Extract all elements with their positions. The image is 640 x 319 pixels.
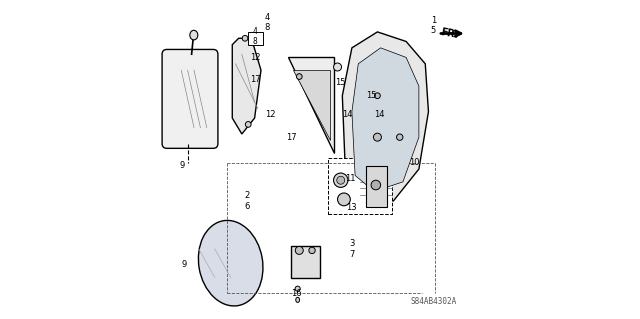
Polygon shape [232, 38, 261, 134]
Ellipse shape [295, 246, 303, 255]
Text: 9: 9 [182, 260, 187, 269]
Text: 9: 9 [179, 161, 185, 170]
Text: 10: 10 [409, 158, 419, 167]
Text: FR.: FR. [440, 27, 459, 40]
Ellipse shape [190, 30, 198, 40]
Ellipse shape [296, 74, 302, 79]
Ellipse shape [397, 134, 403, 140]
Ellipse shape [295, 286, 300, 291]
Bar [291, 246, 320, 278]
Bar [366, 166, 387, 207]
Text: 4
8: 4 8 [253, 27, 258, 46]
Polygon shape [342, 32, 428, 207]
Ellipse shape [309, 247, 316, 254]
Ellipse shape [333, 63, 342, 71]
Text: 15: 15 [335, 78, 346, 87]
Bar [248, 32, 262, 45]
Text: 12: 12 [250, 53, 260, 62]
Text: 16: 16 [291, 289, 301, 298]
Text: 17: 17 [250, 75, 260, 84]
Polygon shape [293, 70, 330, 140]
Text: 14: 14 [374, 110, 384, 119]
Polygon shape [288, 57, 334, 153]
Text: 4
8: 4 8 [265, 13, 270, 32]
Text: 14: 14 [342, 110, 353, 119]
Ellipse shape [333, 173, 348, 188]
Ellipse shape [371, 180, 381, 190]
Ellipse shape [296, 297, 300, 302]
FancyBboxPatch shape [162, 49, 218, 148]
Ellipse shape [245, 122, 251, 127]
Bar [328, 158, 392, 214]
Text: 13: 13 [347, 203, 357, 212]
Ellipse shape [242, 35, 248, 41]
Text: 11: 11 [345, 174, 356, 183]
Ellipse shape [373, 133, 381, 141]
Text: 15: 15 [366, 91, 376, 100]
Ellipse shape [198, 220, 263, 306]
Ellipse shape [337, 193, 350, 206]
Text: 2
6: 2 6 [244, 191, 250, 211]
Text: 1
5: 1 5 [431, 16, 436, 35]
Polygon shape [352, 48, 419, 191]
Text: 12: 12 [266, 110, 276, 119]
Text: 3
7: 3 7 [349, 239, 355, 258]
Ellipse shape [337, 176, 345, 184]
Ellipse shape [374, 93, 380, 99]
Text: S84AB4302A: S84AB4302A [411, 297, 457, 306]
Text: 17: 17 [286, 133, 296, 142]
